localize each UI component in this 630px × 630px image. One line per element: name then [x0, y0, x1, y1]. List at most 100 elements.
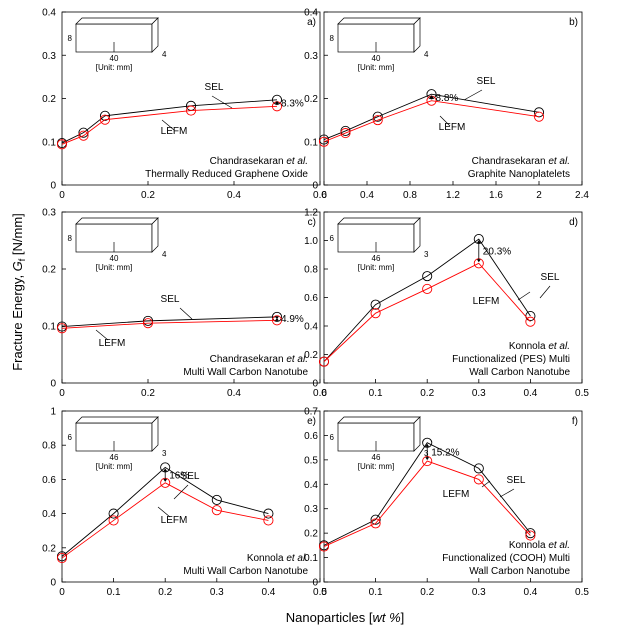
specimen-top-face [337, 416, 421, 424]
panel-tag: b) [569, 17, 578, 28]
y-tick-label: 0.7 [304, 407, 318, 418]
data-point-lefm [56, 323, 68, 334]
specimen-side-face [413, 17, 421, 53]
series-line-sel [61, 466, 269, 557]
x-tick-label: 0 [321, 190, 327, 201]
material-label: Functionalized (PES) Multi [452, 354, 570, 365]
series-label-sel: SEL [507, 475, 526, 486]
x-tick-label: 0.2 [420, 388, 434, 399]
inset-height-label: 6 [330, 433, 335, 442]
panel-tag: d) [569, 217, 578, 228]
inset-width-label: 3 [424, 449, 429, 458]
y-tick-label: 0.4 [304, 8, 318, 19]
inset-height-label: 6 [330, 234, 335, 243]
author-name: Chandrasekaran [210, 156, 287, 167]
y-tick-label: 0 [50, 379, 56, 390]
inset-length-label: 46 [372, 254, 381, 263]
inset-height-label: 8 [330, 34, 335, 43]
y-tick-label: 0.6 [304, 293, 318, 304]
x-tick-label: 0.1 [369, 587, 383, 598]
series-line-sel [323, 442, 531, 546]
y-tick-label: 0.2 [304, 350, 318, 361]
panel-tag: e) [307, 416, 316, 427]
inset-unit-label: [Unit: mm] [96, 63, 132, 72]
material-label: Wall Carbon Nanotube [469, 367, 570, 378]
series-line-sel [323, 93, 540, 141]
series-line-lefm [61, 319, 278, 329]
specimen-inset: 6 46 3 [Unit: mm] [330, 416, 429, 471]
material-label: Multi Wall Carbon Nanotube [183, 566, 308, 577]
panel-tag: f) [572, 416, 578, 427]
gap-arrowhead-up [163, 468, 168, 472]
gap-arrowhead-up [476, 240, 481, 244]
gap-percentage-label: 4.9% [281, 314, 304, 325]
x-tick-label: 2 [536, 190, 542, 201]
data-point-lefm [533, 111, 545, 122]
inset-length-label: 40 [110, 254, 119, 263]
inset-height-label: 8 [68, 34, 73, 43]
y-tick-label: 0.3 [304, 504, 318, 515]
source-author: Konnola et al. [509, 341, 570, 352]
inset-length-label: 46 [110, 453, 119, 462]
series-line-sel [323, 238, 531, 362]
x-tick-label: 0.5 [313, 587, 327, 598]
specimen-inset: 8 40 4 [Unit: mm] [330, 17, 429, 72]
data-point-sel [372, 111, 383, 122]
data-point-lefm [525, 316, 536, 327]
x-axis-label: Nanoparticles [wt %] [286, 610, 405, 625]
author-name: Chandrasekaran [472, 156, 549, 167]
x-tick-label: 0.2 [141, 388, 155, 399]
panel-f: 0 0.1 0.2 0.3 0.4 0.5 0.6 0.7 0 0.1 0.2 0.3 0.4 0.5 f)… [304, 407, 589, 599]
data-point-sel [370, 514, 381, 525]
x-tick-label: 0.2 [141, 190, 155, 201]
label-leader-line [157, 506, 171, 518]
x-tick-label: 0 [59, 388, 65, 399]
data-point-sel [370, 299, 381, 310]
x-tick-label: 0 [321, 388, 327, 399]
x-tick-label: 0.6 [313, 190, 327, 201]
y-tick-label: 0.1 [42, 137, 56, 148]
source-author: Konnola et al. [509, 540, 570, 551]
x-tick-label: 0.5 [575, 388, 589, 399]
author-name: Konnola [509, 341, 548, 352]
plot-frame [61, 211, 321, 384]
author-name: Chandrasekaran [210, 354, 287, 365]
label-leader-line [173, 484, 189, 500]
x-tick-label: 0.3 [472, 388, 486, 399]
gap-arrowhead-down [425, 457, 430, 461]
y-tick-label: 0.4 [42, 509, 56, 520]
data-point-lefm [370, 308, 381, 319]
source-author: Chandrasekaran et al. [210, 156, 308, 167]
x-tick-label: 0.4 [523, 587, 537, 598]
y-tick-label: 0.3 [42, 208, 56, 219]
material-label: Wall Carbon Nanotube [469, 566, 570, 577]
source-author: Konnola et al. [247, 553, 308, 564]
data-point-lefm [422, 283, 433, 295]
data-point-lefm [372, 115, 383, 126]
data-point-lefm [185, 105, 197, 116]
author-name: Konnola [247, 553, 286, 564]
y-tick-label: 0.4 [42, 8, 56, 19]
data-point-lefm [473, 474, 484, 485]
series-label-sel: SEL [477, 76, 496, 87]
material-label: Graphite Nanoplatelets [468, 169, 570, 180]
y-tick-label: 0.8 [42, 441, 56, 452]
material-label: Thermally Reduced Graphene Oxide [145, 169, 308, 180]
data-point-lefm [263, 515, 274, 526]
y-tick-label: 0.2 [304, 529, 318, 540]
author-suffix: et al. [286, 553, 308, 564]
panel-d: 0 0.2 0.4 0.6 0.8 1.0 1.2 0 0.1 0.2 0.3 0.4 0.5 d) 6 46… [304, 208, 589, 400]
series-line-lefm [323, 100, 540, 143]
x-tick-label: 0.2 [420, 587, 434, 598]
specimen-side-face [413, 217, 421, 253]
inset-width-label: 3 [424, 250, 429, 259]
plot-frame [61, 410, 321, 583]
data-point-sel [263, 508, 274, 519]
author-suffix: et al. [286, 156, 308, 167]
y-tick-label: 1.0 [304, 236, 318, 247]
inset-unit-label: [Unit: mm] [96, 263, 132, 272]
gap-arrowhead-down [275, 316, 279, 320]
specimen-inset: 6 46 3 [Unit: mm] [68, 416, 167, 471]
series-line-lefm [323, 460, 531, 547]
y-tick-label: 0 [50, 181, 56, 192]
